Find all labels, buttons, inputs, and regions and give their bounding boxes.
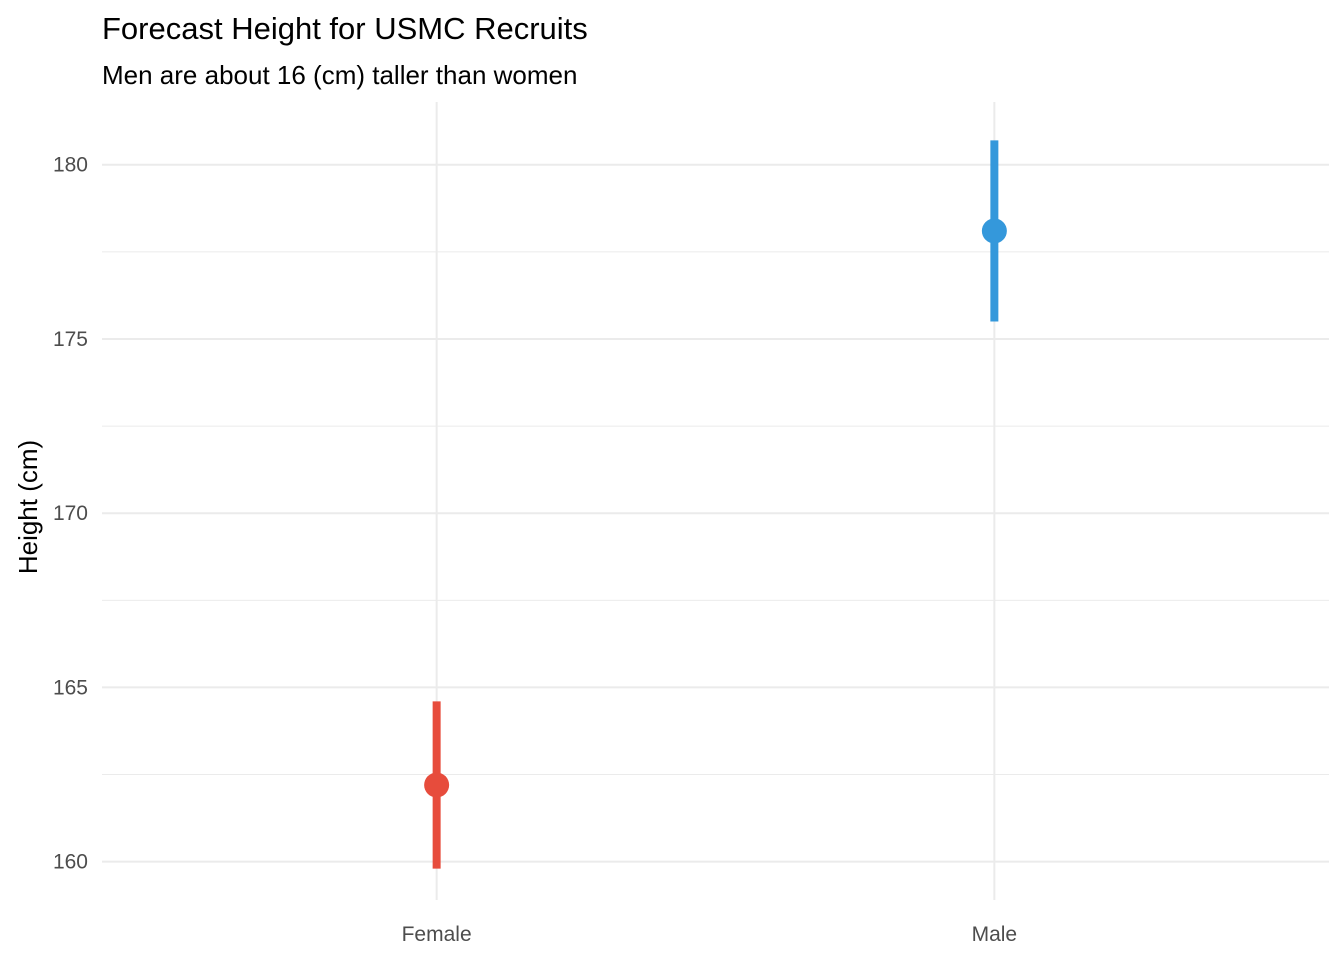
- x-gridlines: [435, 102, 996, 900]
- y-tick-label: 170: [53, 502, 88, 525]
- x-tick-label: Male: [972, 923, 1018, 946]
- x-tick-labels: Female Male: [402, 923, 1018, 946]
- chart-title: Forecast Height for USMC Recruits: [102, 11, 588, 46]
- major-gridlines: [102, 163, 1329, 863]
- y-tick-label: 180: [53, 154, 88, 177]
- point-estimate: [981, 218, 1007, 244]
- x-tick-label: Female: [402, 923, 472, 946]
- y-tick-label: 165: [53, 676, 88, 699]
- y-tick-label: 175: [53, 328, 88, 351]
- y-axis-title: Height (cm): [13, 440, 43, 574]
- y-tick-label: 160: [53, 851, 88, 874]
- y-tick-labels: 160 165 170 175 180: [53, 154, 88, 874]
- chart-subtitle: Men are about 16 (cm) taller than women: [102, 60, 578, 90]
- data-marks: [424, 140, 1007, 869]
- minor-gridlines: [102, 251, 1329, 776]
- point-estimate: [424, 772, 450, 798]
